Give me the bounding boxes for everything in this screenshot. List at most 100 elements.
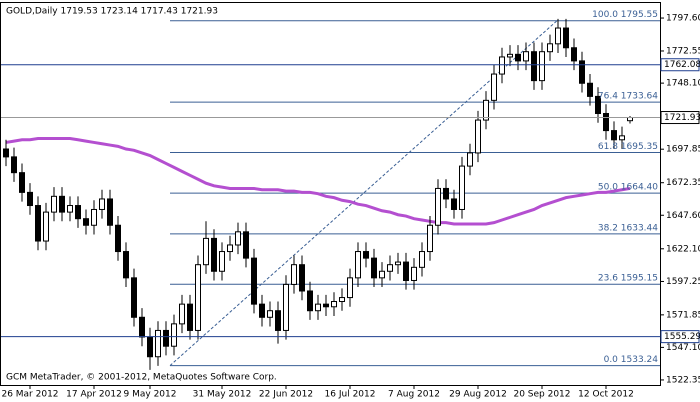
candle-body <box>163 329 169 347</box>
candle-body <box>555 27 561 45</box>
candle-body <box>611 130 617 141</box>
candle-body <box>435 187 441 226</box>
price-box <box>660 58 700 72</box>
candle-body <box>3 148 9 158</box>
candle-body <box>203 237 209 266</box>
current-price-label: 1721.93 <box>664 113 700 123</box>
y-tick-label: 1797.60 <box>666 14 700 24</box>
candle-body <box>331 301 337 308</box>
candle-body <box>347 277 353 299</box>
candle-body <box>83 218 89 226</box>
fibo-label: 0.0 1533.24 <box>604 355 659 365</box>
candle-body <box>547 43 553 53</box>
candle-body <box>539 51 545 82</box>
candle-body <box>211 237 217 272</box>
candle-body <box>483 99 489 121</box>
candle-body <box>107 198 113 226</box>
candle-body <box>411 266 417 281</box>
x-tick-label: 17 Apr 2012 <box>66 390 122 400</box>
candle-body <box>515 53 521 62</box>
candle-body <box>219 251 225 272</box>
candle-body <box>387 264 393 272</box>
footer: GCM MetaTrader, © 2001-2012, MetaQuotes … <box>6 373 277 383</box>
candle-body <box>115 224 121 253</box>
y-tick-label: 1697.85 <box>666 145 700 155</box>
candle-body <box>563 27 569 49</box>
price-box-label: 1555.29 <box>664 332 700 342</box>
candle-body <box>355 251 361 279</box>
candle-body <box>467 152 473 167</box>
x-tick-label: 16 Jul 2012 <box>325 390 376 400</box>
candle-body <box>419 251 425 268</box>
candle-body <box>179 303 185 325</box>
candle-body <box>491 73 497 101</box>
candle-body <box>307 290 313 312</box>
y-tick-label: 1647.60 <box>666 211 700 221</box>
moving-average <box>5 136 631 226</box>
candle-body <box>595 95 601 114</box>
candle-body <box>363 251 369 259</box>
candle-body <box>395 261 401 266</box>
x-tick-label: 29 Aug 2012 <box>449 390 507 400</box>
candle-body <box>147 336 153 358</box>
candle-body <box>43 211 49 242</box>
candle-body <box>443 187 449 200</box>
y-tick-label: 1522.35 <box>666 375 700 385</box>
candle-body <box>67 205 73 213</box>
candle-body <box>11 156 17 174</box>
candle-body <box>427 224 433 253</box>
candle-body <box>291 264 297 285</box>
candle-body <box>299 264 305 292</box>
fibo-label: 23.6 1595.15 <box>598 274 658 284</box>
candle-body <box>475 119 481 154</box>
y-tick-label: 1547.10 <box>666 343 700 353</box>
x-tick-label: 9 May 2012 <box>124 390 177 400</box>
candle-body <box>139 316 145 338</box>
candle-body <box>523 51 529 62</box>
chart-header: GOLD,Daily 1719.53 1723.14 1717.43 1721.… <box>6 7 218 17</box>
fibo-label: 76.4 1733.64 <box>598 92 658 102</box>
candle-body <box>187 303 193 331</box>
y-tick-label: 1772.55 <box>666 46 700 56</box>
candle-body <box>451 198 457 210</box>
candle-body <box>315 303 321 312</box>
candle-body <box>323 303 329 308</box>
fibo-label: 61.8 1695.35 <box>598 142 658 152</box>
candle-body <box>531 51 537 82</box>
candle-body <box>603 112 609 132</box>
candle-body <box>275 310 281 331</box>
y-tick-label: 1571.85 <box>666 310 700 320</box>
candle-body <box>75 205 81 220</box>
candle-body <box>379 270 385 279</box>
current-price-box <box>660 111 700 125</box>
candle-body <box>243 231 249 259</box>
candle-body <box>499 56 505 75</box>
candle-body <box>19 172 25 193</box>
candle-body <box>27 191 33 207</box>
candle-body <box>91 208 97 226</box>
candle-body <box>507 53 513 58</box>
candle-body <box>571 47 577 62</box>
y-tick-label: 1597.25 <box>666 277 700 287</box>
fibo-label: 38.2 1633.44 <box>598 223 658 233</box>
plot-frame <box>0 2 661 386</box>
candle-body <box>235 231 241 246</box>
candle-body <box>155 329 161 358</box>
candle-body <box>99 198 105 210</box>
x-tick-label: 22 Jun 2012 <box>259 390 313 400</box>
candle-body <box>267 310 273 318</box>
y-tick-label: 1672.35 <box>666 178 700 188</box>
y-tick-label: 1622.10 <box>666 244 700 254</box>
candle-body <box>587 82 593 97</box>
candle-body <box>35 205 41 242</box>
candle-body <box>195 264 201 331</box>
candle-body <box>171 323 177 347</box>
candle-body <box>619 135 625 141</box>
candle-body <box>227 244 233 253</box>
candle-body <box>283 283 289 331</box>
price-box-label: 1762.08 <box>664 60 700 70</box>
candle-body <box>251 257 257 305</box>
candle-body <box>339 297 345 303</box>
candle-body <box>123 251 129 279</box>
